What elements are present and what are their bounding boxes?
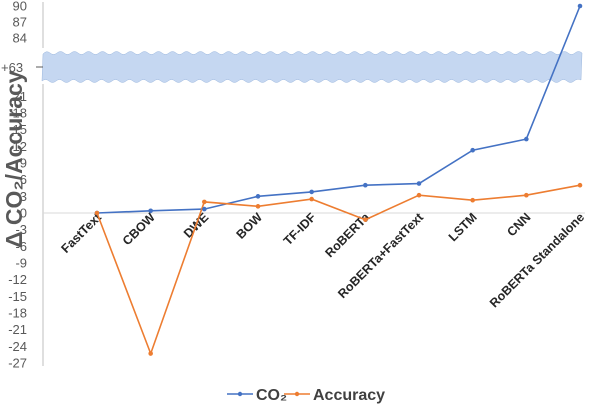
data-point-accuracy	[255, 204, 261, 209]
category-label: TF-IDF	[281, 210, 319, 248]
data-point-co2	[416, 181, 422, 186]
y-tick-label: -15	[8, 289, 27, 304]
data-point-co2	[470, 147, 475, 153]
y-tick-label: -18	[8, 306, 27, 321]
legend-co2-marker	[237, 391, 243, 397]
legend-accuracy-label: Accuracy	[313, 387, 385, 404]
category-label: CNN	[504, 210, 533, 239]
data-point-accuracy	[202, 199, 207, 205]
y-tick-label: 12	[13, 139, 27, 154]
data-point-accuracy	[148, 351, 153, 356]
data-point-co2	[524, 136, 529, 142]
data-point-accuracy	[577, 182, 583, 188]
category-label: RoBERTa Standalone	[487, 210, 587, 310]
legend-co2-label: CO₂	[256, 387, 287, 404]
y-tick-label: -6	[15, 239, 27, 254]
data-point-accuracy	[363, 217, 368, 222]
category-label: RoBERTa	[322, 209, 373, 260]
data-point-accuracy	[470, 197, 475, 203]
data-point-co2	[363, 182, 368, 188]
y-tick-label: 0	[20, 206, 27, 221]
series-lines	[96, 5, 581, 356]
y-axis-title: Δ CO₂/Accuracy	[1, 70, 27, 248]
y-tick-label: -3	[15, 222, 27, 237]
data-point-co2	[255, 194, 261, 199]
y-tick-label: -24	[8, 339, 27, 354]
category-label: LSTM	[446, 210, 480, 244]
y-tick-label: 84	[13, 31, 27, 46]
axis-break-label: +63	[1, 60, 23, 75]
legend-accuracy-marker	[294, 391, 300, 397]
y-tick-label: 21	[13, 89, 27, 104]
y-tick-label: -12	[8, 272, 27, 287]
y-tick-label: 9	[20, 156, 27, 171]
legend: CO₂ Accuracy	[227, 387, 385, 404]
category-label: BOW	[234, 210, 266, 242]
y-tick-label: -27	[8, 356, 27, 371]
y-tick-label: 18	[13, 106, 27, 121]
y-tick-label: 87	[13, 15, 27, 30]
data-point-accuracy	[416, 192, 422, 198]
category-labels: FastText CBOW DWE BOW TF-IDF RoBERTaRoBERTa+F…	[59, 209, 588, 310]
data-point-co2	[309, 189, 314, 195]
y-tick-label: -21	[8, 322, 27, 337]
y-tick-label: 3	[20, 189, 27, 204]
data-point-accuracy	[309, 196, 314, 202]
series-line-co2	[96, 5, 581, 214]
series-line-accuracy	[96, 184, 581, 356]
y-tick-label: 15	[13, 122, 27, 137]
axis-break-band: +63	[1, 51, 583, 83]
data-point-accuracy	[94, 210, 100, 216]
data-point-co2	[148, 208, 153, 214]
data-point-co2	[577, 3, 583, 9]
axis-break-shape	[41, 51, 583, 83]
y-tick-label: 90	[13, 0, 27, 14]
data-point-accuracy	[524, 192, 529, 198]
category-label: CBOW	[120, 210, 158, 248]
legend-item-co2: CO₂	[227, 387, 287, 404]
y-tick-label: 6	[20, 172, 27, 187]
y-tick-label: -9	[15, 256, 27, 271]
series-points	[94, 3, 583, 356]
data-point-co2	[202, 206, 207, 212]
legend-item-accuracy: Accuracy	[284, 387, 385, 404]
